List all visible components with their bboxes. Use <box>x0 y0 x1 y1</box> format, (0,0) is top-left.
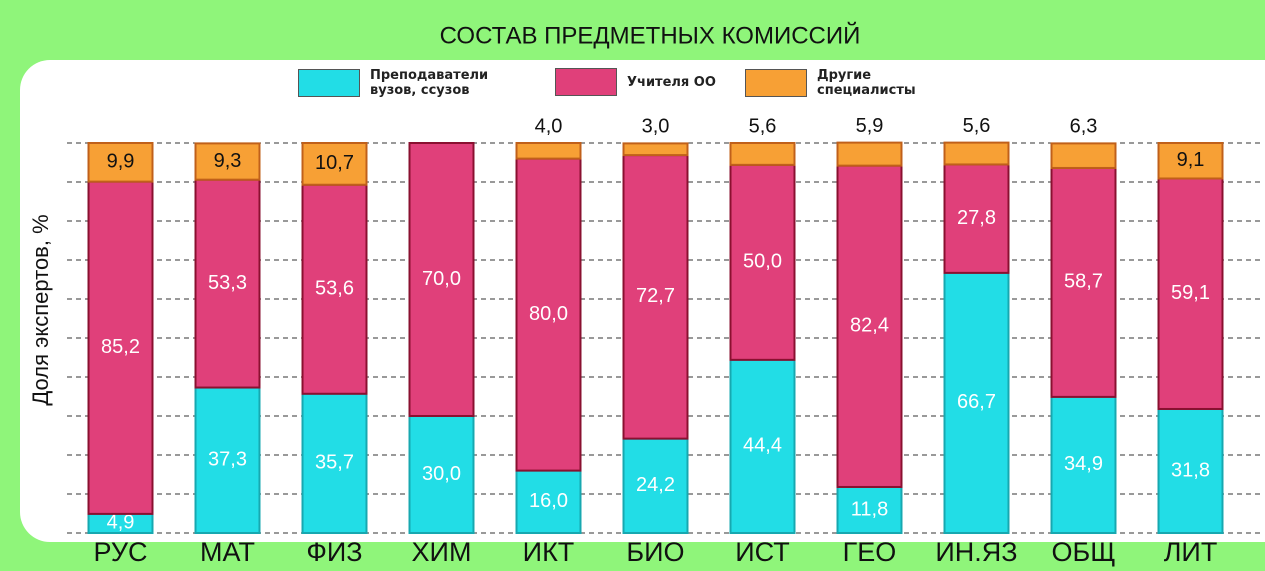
bar-segment <box>408 142 475 417</box>
value-label: 9,1 <box>1177 149 1205 171</box>
legend-label: Учителя ОО <box>627 74 716 90</box>
bar-segment <box>836 485 903 535</box>
bar-segment <box>87 142 154 183</box>
legend-item: Учителя ОО <box>555 68 735 96</box>
bar-segment <box>622 142 689 157</box>
bar-segment <box>622 154 689 440</box>
x-tick-label: ИКТ <box>523 537 575 567</box>
bar-segment <box>836 141 903 167</box>
value-label: 34,9 <box>1064 453 1103 475</box>
value-label: 30,0 <box>422 463 461 485</box>
bar-segment <box>943 271 1010 534</box>
y-axis-label: Доля экспертов, % <box>28 214 53 405</box>
bar-segment <box>194 142 261 181</box>
bar-segment <box>194 178 261 389</box>
value-label: 82,4 <box>850 315 889 337</box>
bar-segment <box>515 469 582 535</box>
x-tick-label: ХИМ <box>412 537 472 567</box>
x-tick-label: БИО <box>626 537 684 567</box>
value-label: 35,7 <box>315 452 354 474</box>
value-label: 6,3 <box>1070 116 1098 138</box>
value-label: 4,9 <box>107 512 135 534</box>
value-label: 31,8 <box>1171 459 1210 481</box>
value-label: 37,3 <box>208 449 247 471</box>
value-label: 5,6 <box>749 115 777 137</box>
legend-swatch <box>745 69 807 97</box>
value-label: 4,0 <box>535 115 563 137</box>
bar-segment <box>87 180 154 515</box>
x-tick-label: РУС <box>93 537 147 567</box>
value-label: 50,0 <box>743 251 782 273</box>
bar-segment <box>301 392 368 534</box>
bar-segment <box>943 163 1010 274</box>
value-label: 59,1 <box>1171 282 1210 304</box>
value-label: 85,2 <box>101 336 140 358</box>
x-tick-label: ОБЩ <box>1051 537 1115 567</box>
bar-segment <box>1157 142 1224 180</box>
bar-segment <box>836 164 903 488</box>
legend-label: Другие специалисты <box>817 68 916 98</box>
bar-segment <box>1050 166 1117 398</box>
x-tick-label: ГЕО <box>843 537 897 567</box>
x-tick-label: ЛИТ <box>1164 537 1218 567</box>
bar-segment <box>729 142 796 166</box>
x-tick-label: МАТ <box>200 537 255 567</box>
value-label: 53,3 <box>208 272 247 294</box>
bar-segment <box>1050 142 1117 169</box>
value-label: 70,0 <box>422 268 461 290</box>
bar-segment <box>622 437 689 534</box>
legend-swatch <box>298 69 360 97</box>
value-label: 9,9 <box>107 151 135 173</box>
bar-segment <box>729 358 796 534</box>
value-label: 16,0 <box>529 490 568 512</box>
value-label: 24,2 <box>636 474 675 496</box>
legend-item: Преподаватели вузов, ссузов <box>298 68 498 98</box>
legend-swatch <box>555 68 617 96</box>
value-label: 11,8 <box>851 498 888 520</box>
value-label: 66,7 <box>957 391 996 413</box>
value-label: 10,7 <box>315 152 354 174</box>
bar-segment <box>301 142 368 186</box>
value-label: 44,4 <box>743 435 782 457</box>
value-label: 72,7 <box>636 285 675 307</box>
value-label: 5,6 <box>963 115 991 137</box>
x-tick-label: ИСТ <box>735 537 790 567</box>
x-tick-label: ФИЗ <box>306 537 362 567</box>
value-label: 58,7 <box>1064 271 1103 293</box>
bar-segment <box>1157 177 1224 410</box>
bar-segment <box>1157 407 1224 535</box>
value-label: 53,6 <box>315 278 354 300</box>
bar-segment <box>515 142 582 160</box>
chart-title: СОСТАВ ПРЕДМЕТНЫХ КОМИССИЙ <box>440 21 861 49</box>
x-tick-label: ИН.ЯЗ <box>935 537 1017 567</box>
value-label: 80,0 <box>529 303 568 325</box>
value-label: 5,9 <box>856 115 884 137</box>
value-label: 27,8 <box>957 207 996 229</box>
bar-segment <box>301 183 368 395</box>
legend-label: Преподаватели вузов, ссузов <box>370 68 489 98</box>
bar-segment <box>194 386 261 534</box>
bar-segment <box>943 141 1010 166</box>
value-label: 3,0 <box>642 116 670 138</box>
legend-item: Другие специалисты <box>745 68 945 98</box>
value-label: 9,3 <box>214 150 242 172</box>
